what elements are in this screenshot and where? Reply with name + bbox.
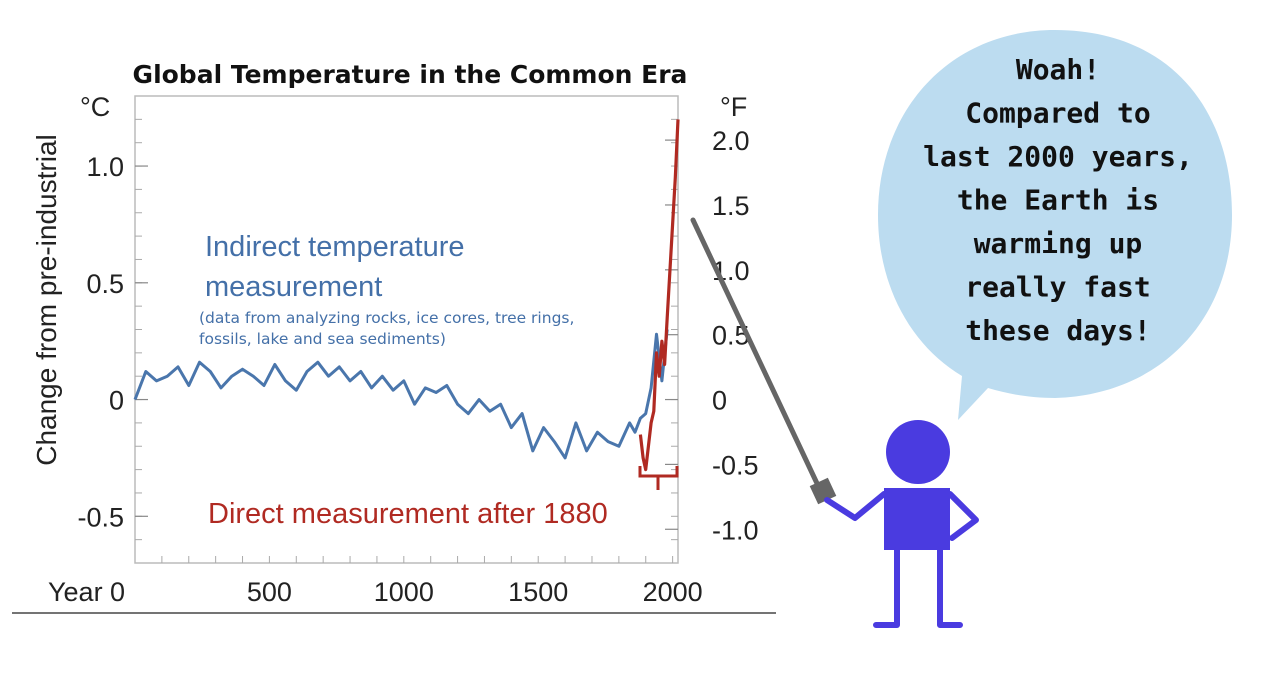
direct-bracket	[638, 466, 679, 490]
indirect-note-line1: (data from analyzing rocks, ice cores, t…	[199, 309, 574, 327]
x-tick-label: 500	[247, 577, 292, 607]
left-unit-label: °C	[80, 92, 110, 122]
pointer-stick	[690, 217, 837, 505]
y-tick-label-left: 0.5	[86, 269, 124, 299]
x-tick-label: 2000	[643, 577, 703, 607]
x-tick-label: Year 0	[48, 577, 125, 607]
y-tick-label-right: -0.5	[712, 450, 759, 480]
right-unit-label: °F	[720, 92, 747, 122]
direct-measurement-label: Direct measurement after 1880	[208, 498, 608, 530]
pointer-shaft	[690, 217, 825, 497]
chart-title: Global Temperature in the Common Era	[133, 60, 688, 89]
y-tick-label-right: 0	[712, 386, 727, 416]
figure-right-arm	[947, 491, 979, 541]
speech-bubble-line: warming up	[974, 227, 1143, 260]
speech-bubble-line: really fast	[965, 271, 1150, 304]
speech-bubble-line: last 2000 years,	[923, 140, 1193, 173]
figure-left-leg	[873, 547, 900, 628]
indirect-label-line2: measurement	[205, 271, 382, 303]
y-tick-label-right: 2.0	[712, 126, 750, 156]
y-tick-labels-left: -0.5 0 0.5 1.0	[77, 152, 148, 532]
speech-bubble-text: Woah! Compared to last 2000 years, the Eart…	[923, 53, 1193, 347]
figure-left-arm	[824, 491, 887, 521]
speech-bubble-line: the Earth is	[957, 184, 1159, 217]
indirect-temperature-line	[133, 329, 669, 460]
speech-bubble-line: Woah!	[1016, 53, 1100, 86]
x-tick-label: 1500	[508, 577, 568, 607]
x-tick-label: 1000	[374, 577, 434, 607]
speech-bubble-line: these days!	[965, 314, 1150, 347]
stick-figure	[824, 420, 979, 628]
pointer-grip	[809, 477, 837, 505]
y-tick-label-right: 1.5	[712, 191, 750, 221]
series-lines	[133, 119, 680, 472]
y-tick-labels-right: -1.0-0.500.51.01.52.0	[665, 126, 759, 545]
figure-head	[886, 420, 950, 484]
y-axis-label: Change from pre-industrial	[31, 134, 62, 466]
speech-bubble-line: Compared to	[965, 97, 1150, 130]
figure-body	[884, 488, 950, 550]
y-tick-label-right: -1.0	[712, 515, 759, 545]
x-tick-labels: Year 0 500 1000 1500 2000	[48, 577, 703, 607]
speech-bubble: Woah! Compared to last 2000 years, the Eart…	[878, 30, 1232, 420]
indirect-note-line2: fossils, lake and sea sediments)	[199, 330, 446, 348]
y-tick-label-left: -0.5	[77, 502, 124, 532]
figure-right-leg	[937, 547, 963, 628]
indirect-label-line1: Indirect temperature	[205, 231, 465, 263]
y-tick-label-left: 0	[109, 386, 124, 416]
y-tick-label-left: 1.0	[86, 152, 124, 182]
speech-bubble-shape	[878, 30, 1232, 420]
direct-measurement-line	[638, 119, 680, 472]
